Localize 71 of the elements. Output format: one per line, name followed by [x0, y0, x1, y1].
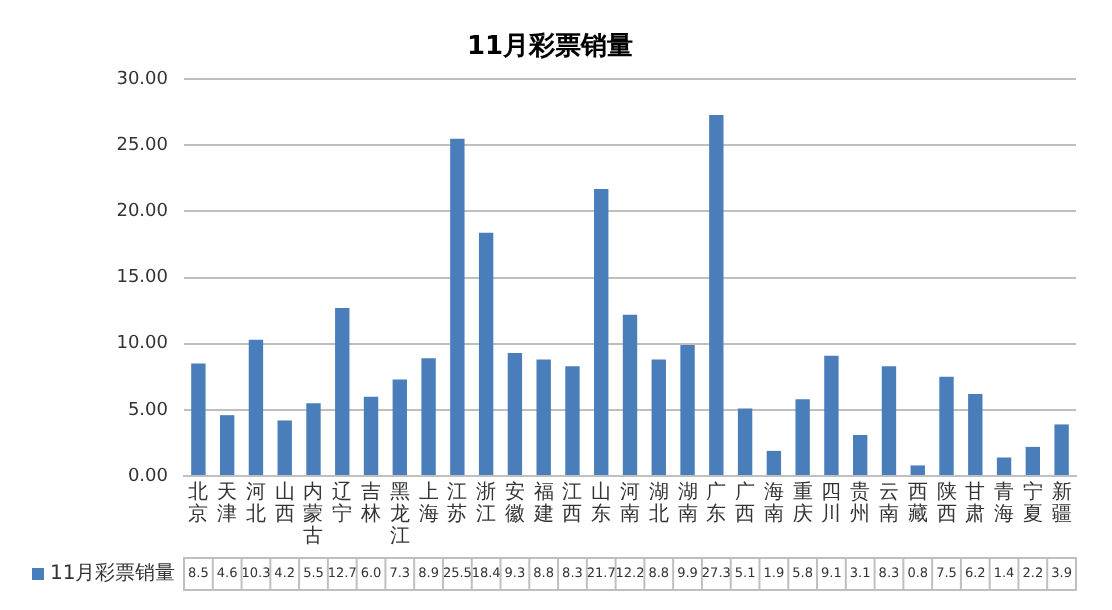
bar [968, 394, 983, 475]
x-tick-label: 天津 [217, 482, 238, 527]
x-tick-label: 辽宁 [332, 480, 353, 527]
x-tick-label: 湖南 [677, 480, 698, 527]
x-tick-label: 四川 [821, 482, 842, 527]
x-tick-label: 江苏 [447, 480, 468, 527]
bar [191, 363, 206, 475]
y-tick-label: 20.00 [116, 202, 169, 223]
x-tick-label: 新疆 [1051, 480, 1072, 527]
bar [910, 465, 925, 475]
x-tick-label: 山东 [591, 480, 612, 527]
bar [680, 345, 695, 475]
bar [507, 352, 523, 475]
bar [737, 408, 753, 475]
x-tick-label: 宁夏 [1022, 480, 1043, 527]
x-tick-label: 安徽 [504, 480, 525, 527]
bar [881, 366, 897, 475]
bar [392, 379, 407, 475]
bar [421, 358, 436, 475]
bar [363, 396, 379, 475]
x-tick-label: 内蒙古 [303, 480, 324, 549]
y-tick-label: 0.00 [127, 466, 169, 487]
bar [939, 376, 954, 475]
x-tick-label: 广东 [706, 480, 727, 527]
x-tick-label: 湖北 [648, 480, 669, 527]
x-tick-label: 黑龙江 [389, 482, 410, 549]
x-tick-label: 甘肃 [965, 480, 986, 527]
bar [1025, 446, 1041, 475]
x-tick-label: 山西 [274, 480, 295, 527]
y-tick-label: 5.00 [127, 400, 169, 421]
x-tick-label: 西藏 [907, 482, 928, 527]
x-tick-label: 青海 [994, 480, 1015, 527]
chart-title: 11月彩票销量 [466, 32, 634, 63]
x-tick-label: 河南 [620, 480, 640, 527]
bar [622, 314, 638, 475]
x-tick-label: 云南 [878, 482, 899, 527]
x-tick-label: 上海 [418, 480, 439, 527]
bar [277, 420, 292, 475]
bar [766, 450, 782, 475]
legend-label: 11月彩票销量 [50, 561, 176, 586]
x-tick-label: 江西 [562, 480, 583, 527]
x-tick-label: 广西 [735, 480, 756, 527]
x-tick-label: 北京 [188, 480, 209, 527]
bar [853, 435, 868, 475]
x-tick-label: 河北 [245, 480, 266, 527]
bar [1054, 424, 1069, 475]
bar [335, 308, 350, 475]
y-tick-label: 25.00 [116, 136, 169, 157]
y-tick-label: 30.00 [116, 69, 169, 90]
x-tick-label: 贵州 [850, 480, 871, 527]
bar [565, 366, 580, 475]
bar [478, 232, 494, 475]
bar [536, 359, 551, 475]
bar [306, 403, 321, 475]
bar [248, 339, 264, 475]
bar [709, 114, 724, 475]
bar [450, 138, 465, 475]
x-tick-label: 吉林 [359, 480, 382, 527]
y-tick-label: 15.00 [116, 268, 169, 289]
bar [594, 188, 609, 475]
y-tick-label: 10.00 [116, 334, 169, 355]
x-tick-label: 海南 [763, 480, 784, 527]
x-tick-label: 福建 [531, 480, 554, 527]
x-tick-label: 重庆 [792, 480, 813, 527]
bar [651, 359, 666, 475]
bar [996, 457, 1012, 475]
x-tick-label: 浙江 [476, 480, 497, 527]
x-tick-label: 陕西 [936, 480, 957, 527]
bar [824, 355, 839, 475]
bar [219, 415, 235, 475]
bar [795, 399, 810, 475]
